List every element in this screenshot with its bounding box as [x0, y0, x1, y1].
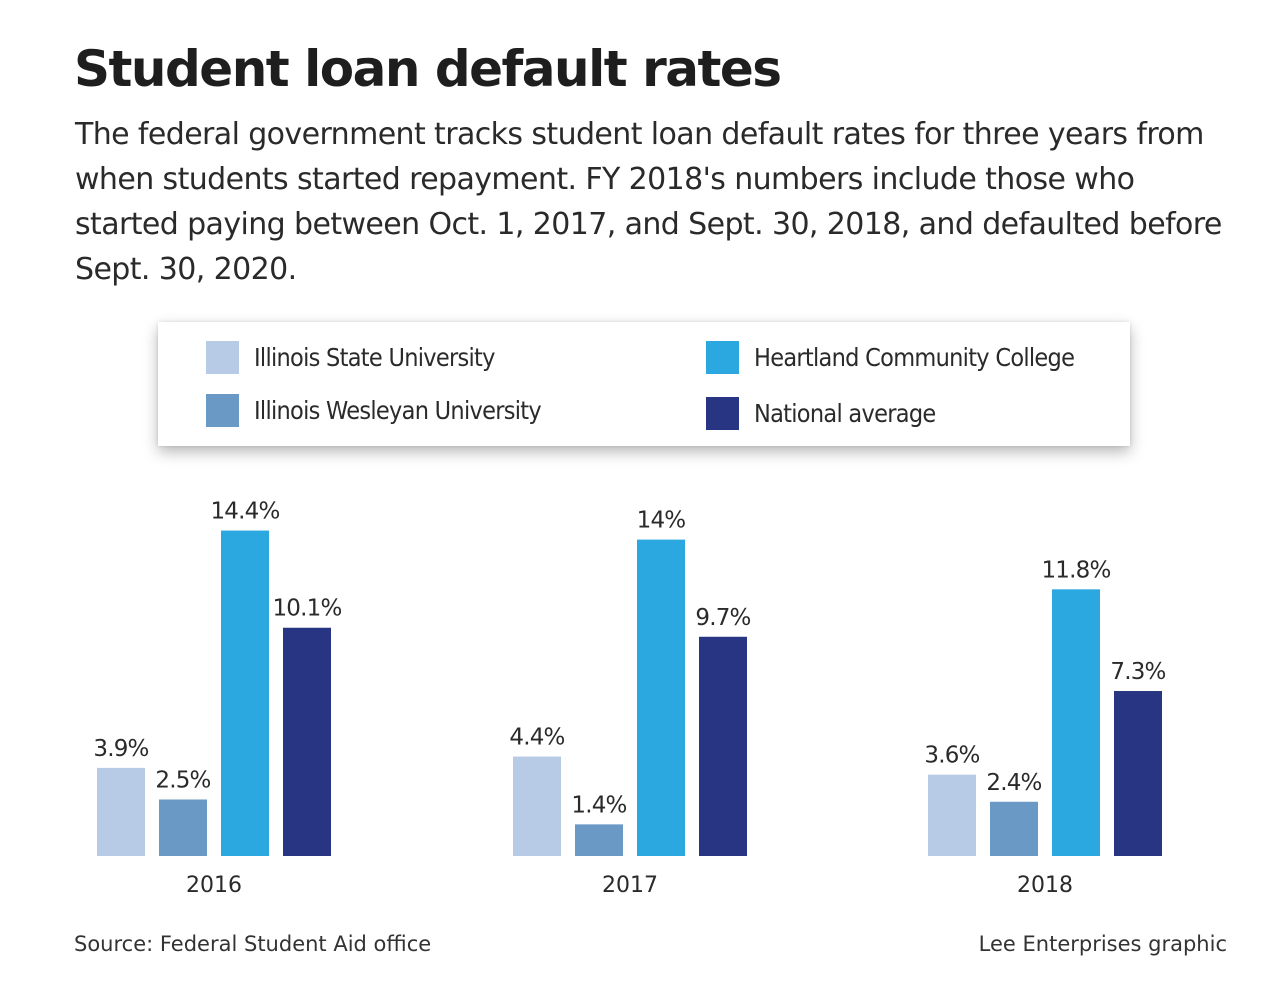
data-label-national-average-2018: 7.3%: [1110, 659, 1165, 685]
legend-item-national-average: National average: [706, 396, 956, 430]
bar-chart: 3.9% 2.5% 14.4% 10.1% 2016 4.4% 1.4% 14% 9.7% 201…: [93, 499, 1166, 898]
legend-swatch-national-average: [706, 396, 739, 430]
legend: Illinois State University Heartland Comm…: [158, 322, 1130, 446]
data-label-illinois-wesleyan-university-2016: 2.5%: [155, 768, 210, 794]
category-label-2018: 2018: [1017, 873, 1073, 898]
bar-illinois-state-university-2017: [513, 756, 561, 856]
legend-label-heartland: Heartland Community College: [754, 342, 1075, 372]
data-label-heartland-community-college-2016: 14.4%: [210, 499, 279, 525]
graphic-credit: Lee Enterprises graphic: [978, 932, 1227, 956]
bar-heartland-community-college-2016: [221, 530, 269, 856]
legend-swatch-illinois-state: [206, 340, 239, 374]
bar-national-average-2016: [283, 627, 331, 856]
data-label-illinois-wesleyan-university-2017: 1.4%: [571, 792, 626, 818]
data-label-heartland-community-college-2017: 14%: [637, 508, 686, 534]
legend-swatch-heartland: [706, 340, 739, 374]
category-label-2016: 2016: [186, 873, 242, 898]
data-label-heartland-community-college-2018: 11.8%: [1041, 557, 1110, 583]
legend-label-illinois-wesleyan: Illinois Wesleyan University: [254, 395, 542, 425]
bar-heartland-community-college-2018: [1052, 589, 1100, 856]
legend-label-national-average: National average: [754, 398, 936, 428]
data-label-national-average-2017: 9.7%: [695, 605, 750, 631]
bar-national-average-2018: [1114, 691, 1162, 856]
category-label-2017: 2017: [602, 873, 658, 898]
bar-illinois-wesleyan-university-2016: [159, 799, 207, 856]
data-label-illinois-state-university-2018: 3.6%: [924, 743, 979, 769]
chart-title: Student loan default rates: [74, 40, 782, 98]
data-label-illinois-wesleyan-university-2018: 2.4%: [986, 770, 1041, 796]
data-label-illinois-state-university-2017: 4.4%: [509, 725, 564, 751]
source-note: Source: Federal Student Aid office: [74, 932, 432, 956]
bar-illinois-wesleyan-university-2017: [575, 824, 623, 856]
data-label-illinois-state-university-2016: 3.9%: [93, 736, 148, 762]
legend-item-illinois-wesleyan: Illinois Wesleyan University: [206, 393, 573, 427]
bar-illinois-state-university-2016: [97, 767, 145, 856]
bar-national-average-2017: [699, 636, 747, 856]
bar-illinois-state-university-2018: [928, 774, 976, 856]
data-label-national-average-2016: 10.1%: [272, 596, 341, 622]
chart-subtitle: The federal government tracks student lo…: [75, 117, 1222, 287]
legend-label-illinois-state: Illinois State University: [254, 342, 495, 372]
legend-item-heartland: Heartland Community College: [706, 340, 1110, 374]
legend-item-illinois-state: Illinois State University: [206, 340, 522, 374]
legend-swatch-illinois-wesleyan: [206, 393, 239, 427]
bar-illinois-wesleyan-university-2018: [990, 801, 1038, 856]
bar-heartland-community-college-2017: [637, 539, 685, 856]
